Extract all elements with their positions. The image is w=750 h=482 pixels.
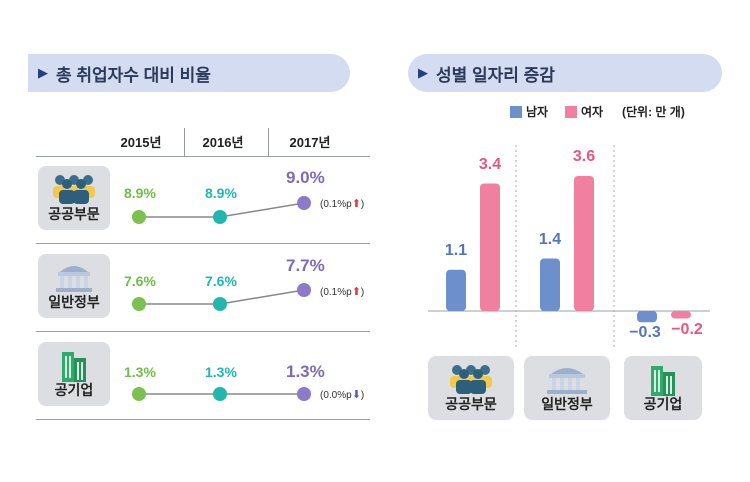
value-2017: 1.3% (286, 362, 325, 381)
bar-male-2 (637, 311, 657, 323)
year-header-2015: 2015년 (120, 135, 162, 150)
triangle-icon: ▶ (38, 65, 48, 80)
legend-swatch-pink (565, 105, 577, 118)
point-2016 (213, 210, 227, 224)
year-header-2017: 2017년 (289, 135, 331, 150)
table-divider (36, 331, 370, 332)
office-building-icon (62, 352, 86, 382)
value-2016: 7.6% (205, 273, 237, 289)
point-2017 (297, 283, 311, 297)
point-2015 (132, 210, 146, 224)
bar-male-0 (446, 269, 466, 311)
row-label-government: 일반정부 (48, 294, 100, 310)
public-enterprise-icon-box: 공기업 (38, 342, 110, 406)
left-panel-title: 총 취업자수 대비 비율 (56, 65, 211, 85)
value-2015: 1.3% (124, 364, 156, 380)
people-group-icon (53, 175, 95, 204)
office-building-icon (651, 366, 675, 396)
legend-male: 남자 (510, 103, 548, 120)
header-divider (268, 128, 269, 156)
point-2017 (297, 387, 311, 401)
category-public-enterprise: 공기업 (624, 356, 702, 420)
arrow-up-icon: ⬆ (351, 198, 361, 210)
value-2017: 9.0% (286, 168, 325, 187)
bar-value-label: 1.1 (444, 241, 468, 259)
point-2016 (213, 297, 227, 311)
point-2015 (132, 387, 146, 401)
table-divider (36, 243, 370, 244)
triangle-icon: ▶ (418, 65, 428, 80)
people-group-icon (450, 365, 492, 394)
category-public-sector: 공공부문 (428, 356, 514, 420)
table-divider (36, 156, 370, 157)
government-building-icon (56, 266, 92, 292)
value-2016: 1.3% (205, 364, 237, 380)
bar-male-1 (540, 258, 560, 311)
year-header-2016: 2016년 (202, 135, 244, 150)
change-label: (0.1%p⬆) (320, 286, 365, 298)
category-label: 공기업 (643, 396, 683, 412)
category-label: 일반정부 (541, 396, 593, 412)
point-2016 (213, 387, 227, 401)
value-2015: 8.9% (124, 185, 156, 201)
legend-female: 여자 (565, 103, 603, 120)
row-label-enterprise: 공기업 (54, 382, 94, 398)
row-label-public: 공공부문 (48, 206, 100, 222)
right-panel-header: ▶ 성별 일자리 증감 (408, 54, 722, 92)
bar-value-label: −0.2 (671, 320, 703, 338)
bar-value-label: 1.4 (538, 230, 562, 248)
bar-value-label: 3.4 (478, 155, 502, 173)
arrow-down-icon: ⬇ (351, 389, 361, 401)
right-panel-title: 성별 일자리 증감 (436, 65, 555, 85)
point-2015 (132, 297, 146, 311)
value-2016: 8.9% (205, 185, 237, 201)
category-label: 공공부문 (445, 396, 497, 412)
public-sector-icon-box: 공공부문 (38, 166, 110, 230)
bar-female-2 (671, 311, 691, 319)
government-building-icon (547, 368, 587, 394)
value-2017: 7.7% (286, 256, 325, 275)
bar-female-1 (574, 176, 594, 311)
bar-female-0 (480, 183, 500, 311)
arrow-up-icon: ⬆ (351, 286, 361, 298)
left-panel-header: ▶ 총 취업자수 대비 비율 (28, 54, 350, 92)
table-divider (36, 419, 370, 420)
change-label: (0.1%p⬆) (320, 198, 365, 210)
bar-value-label: −0.3 (629, 324, 661, 342)
header-divider (184, 128, 185, 156)
legend-swatch-blue (510, 105, 522, 118)
bar-value-label: 3.6 (572, 148, 596, 165)
general-government-icon-box: 일반정부 (38, 254, 110, 318)
point-2017 (297, 196, 311, 210)
unit-label: (단위: 만 개) (622, 105, 685, 119)
category-general-government: 일반정부 (524, 356, 610, 420)
value-2015: 7.6% (124, 273, 156, 289)
change-label: (0.0%p⬇) (320, 389, 365, 401)
